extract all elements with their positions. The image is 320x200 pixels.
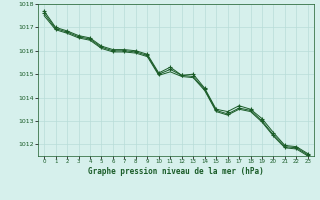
X-axis label: Graphe pression niveau de la mer (hPa): Graphe pression niveau de la mer (hPa) [88,167,264,176]
